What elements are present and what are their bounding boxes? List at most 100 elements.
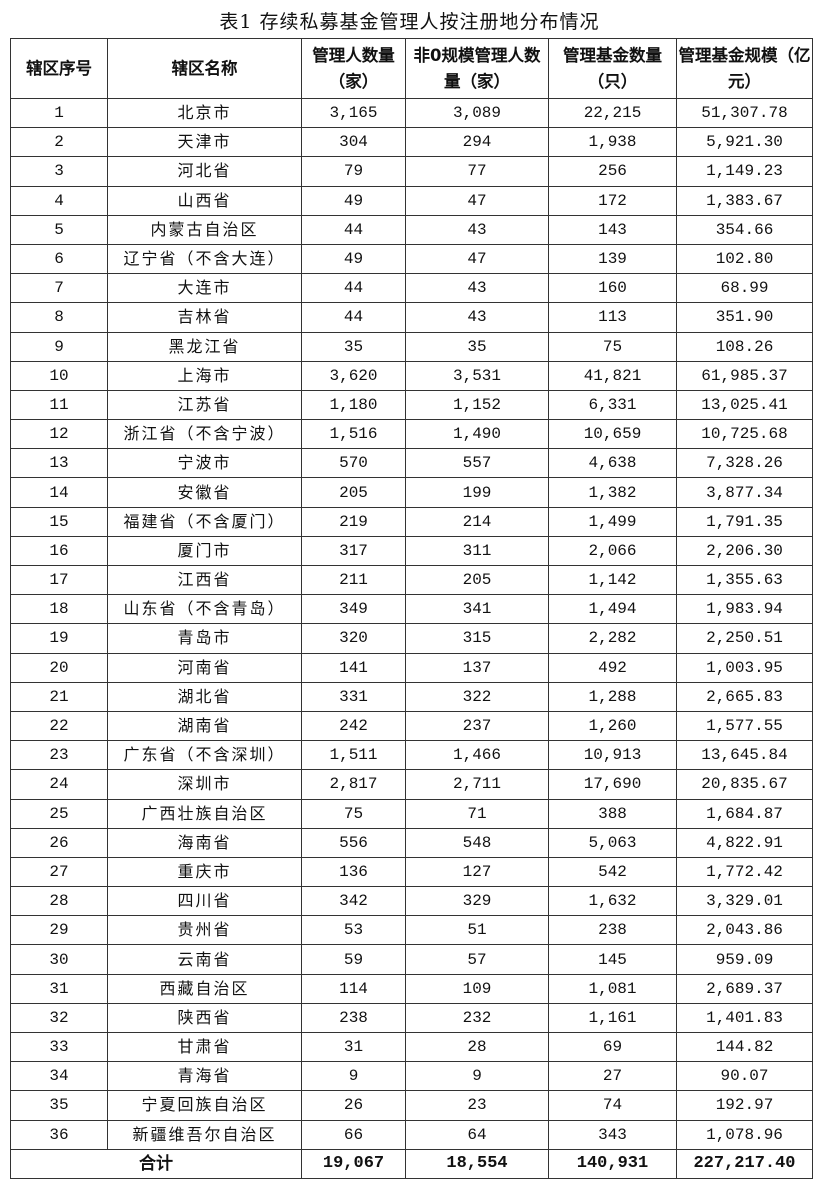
cell-manager-count: 317 — [301, 535, 406, 567]
cell-nonzero-manager-count: 3,089 — [405, 97, 549, 129]
cell-fund-count: 2,066 — [548, 535, 677, 567]
cell-fund-count: 1,382 — [548, 477, 677, 508]
cell-region-name: 西藏自治区 — [107, 973, 302, 1004]
cell-fund-scale: 1,791.35 — [676, 506, 813, 537]
table-row: 28 四川省 342 329 1,632 3,329.01 — [10, 886, 813, 917]
cell-region-name: 湖北省 — [107, 681, 302, 712]
cell-nonzero-manager-count: 35 — [405, 331, 549, 362]
cell-manager-count: 211 — [301, 564, 406, 596]
cell-manager-count: 9 — [301, 1061, 406, 1092]
cell-fund-scale: 1,383.67 — [676, 185, 813, 216]
cell-region-name: 新疆维吾尔自治区 — [107, 1119, 302, 1150]
table-row: 29 贵州省 53 51 238 2,043.86 — [10, 915, 813, 946]
cell-fund-count: 139 — [548, 243, 677, 275]
cell-manager-count: 320 — [301, 623, 406, 654]
cell-region-no: 10 — [10, 360, 108, 391]
cell-fund-scale: 351.90 — [676, 302, 813, 333]
cell-region-name: 湖南省 — [107, 710, 302, 742]
cell-manager-count: 238 — [301, 1002, 406, 1034]
cell-fund-count: 143 — [548, 214, 677, 245]
cell-manager-count: 219 — [301, 506, 406, 537]
cell-region-name: 广西壮族自治区 — [107, 798, 302, 829]
cell-region-no: 11 — [10, 389, 108, 421]
total-fund-count: 140,931 — [548, 1148, 677, 1179]
table-row: 18 山东省（不含青岛） 349 341 1,494 1,983.94 — [10, 594, 813, 625]
cell-region-name: 海南省 — [107, 827, 302, 858]
cell-nonzero-manager-count: 232 — [405, 1002, 549, 1034]
total-manager-count: 19,067 — [301, 1148, 406, 1179]
cell-manager-count: 342 — [301, 886, 406, 917]
cell-manager-count: 66 — [301, 1119, 406, 1150]
cell-region-name: 甘肃省 — [107, 1031, 302, 1063]
cell-region-name: 云南省 — [107, 944, 302, 975]
cell-nonzero-manager-count: 47 — [405, 243, 549, 275]
cell-fund-scale: 3,877.34 — [676, 477, 813, 508]
cell-fund-scale: 51,307.78 — [676, 97, 813, 129]
table-row: 27 重庆市 136 127 542 1,772.42 — [10, 856, 813, 888]
cell-fund-scale: 1,078.96 — [676, 1119, 813, 1150]
table-row: 7 大连市 44 43 160 68.99 — [10, 273, 813, 304]
table-row: 20 河南省 141 137 492 1,003.95 — [10, 652, 813, 683]
cell-region-no: 16 — [10, 535, 108, 567]
cell-fund-count: 41,821 — [548, 360, 677, 391]
cell-manager-count: 26 — [301, 1090, 406, 1121]
cell-fund-count: 4,638 — [548, 448, 677, 479]
cell-manager-count: 44 — [301, 302, 406, 333]
table-row: 23 广东省（不含深圳） 1,511 1,466 10,913 13,645.84 — [10, 740, 813, 771]
cell-region-no: 34 — [10, 1061, 108, 1092]
cell-manager-count: 53 — [301, 915, 406, 946]
cell-nonzero-manager-count: 23 — [405, 1090, 549, 1121]
cell-nonzero-manager-count: 315 — [405, 623, 549, 654]
cell-nonzero-manager-count: 329 — [405, 886, 549, 917]
cell-region-name: 陕西省 — [107, 1002, 302, 1034]
cell-region-no: 7 — [10, 273, 108, 304]
cell-region-name: 福建省（不含厦门） — [107, 506, 302, 537]
cell-fund-scale: 5,921.30 — [676, 127, 813, 158]
cell-fund-count: 238 — [548, 915, 677, 946]
cell-fund-scale: 10,725.68 — [676, 419, 813, 450]
cell-nonzero-manager-count: 322 — [405, 681, 549, 712]
cell-fund-count: 1,081 — [548, 973, 677, 1004]
cell-fund-count: 1,938 — [548, 127, 677, 158]
header-fund-scale: 管理基金规模（亿元） — [676, 38, 813, 99]
cell-region-no: 4 — [10, 185, 108, 216]
cell-fund-count: 145 — [548, 944, 677, 975]
cell-fund-count: 1,142 — [548, 564, 677, 596]
cell-manager-count: 304 — [301, 127, 406, 158]
cell-region-no: 5 — [10, 214, 108, 245]
cell-fund-count: 1,494 — [548, 594, 677, 625]
cell-region-name: 宁波市 — [107, 448, 302, 479]
cell-manager-count: 59 — [301, 944, 406, 975]
cell-region-no: 9 — [10, 331, 108, 362]
cell-fund-scale: 1,577.55 — [676, 710, 813, 742]
cell-region-name: 大连市 — [107, 273, 302, 304]
cell-fund-scale: 2,250.51 — [676, 623, 813, 654]
cell-manager-count: 35 — [301, 331, 406, 362]
cell-fund-count: 172 — [548, 185, 677, 216]
cell-fund-scale: 4,822.91 — [676, 827, 813, 858]
cell-fund-count: 17,690 — [548, 769, 677, 800]
cell-fund-count: 492 — [548, 652, 677, 683]
cell-region-no: 31 — [10, 973, 108, 1004]
cell-fund-scale: 3,329.01 — [676, 886, 813, 917]
cell-fund-scale: 959.09 — [676, 944, 813, 975]
cell-nonzero-manager-count: 1,466 — [405, 740, 549, 771]
cell-fund-count: 256 — [548, 156, 677, 187]
cell-region-no: 14 — [10, 477, 108, 508]
cell-region-no: 19 — [10, 623, 108, 654]
cell-region-name: 河南省 — [107, 652, 302, 683]
cell-region-name: 青岛市 — [107, 623, 302, 654]
cell-fund-count: 5,063 — [548, 827, 677, 858]
cell-region-no: 2 — [10, 127, 108, 158]
cell-fund-scale: 1,401.83 — [676, 1002, 813, 1034]
cell-region-no: 25 — [10, 798, 108, 829]
cell-region-no: 17 — [10, 564, 108, 596]
cell-fund-count: 74 — [548, 1090, 677, 1121]
cell-nonzero-manager-count: 557 — [405, 448, 549, 479]
cell-nonzero-manager-count: 1,152 — [405, 389, 549, 421]
cell-manager-count: 349 — [301, 594, 406, 625]
cell-nonzero-manager-count: 71 — [405, 798, 549, 829]
cell-nonzero-manager-count: 9 — [405, 1061, 549, 1092]
cell-manager-count: 114 — [301, 973, 406, 1004]
cell-nonzero-manager-count: 64 — [405, 1119, 549, 1150]
